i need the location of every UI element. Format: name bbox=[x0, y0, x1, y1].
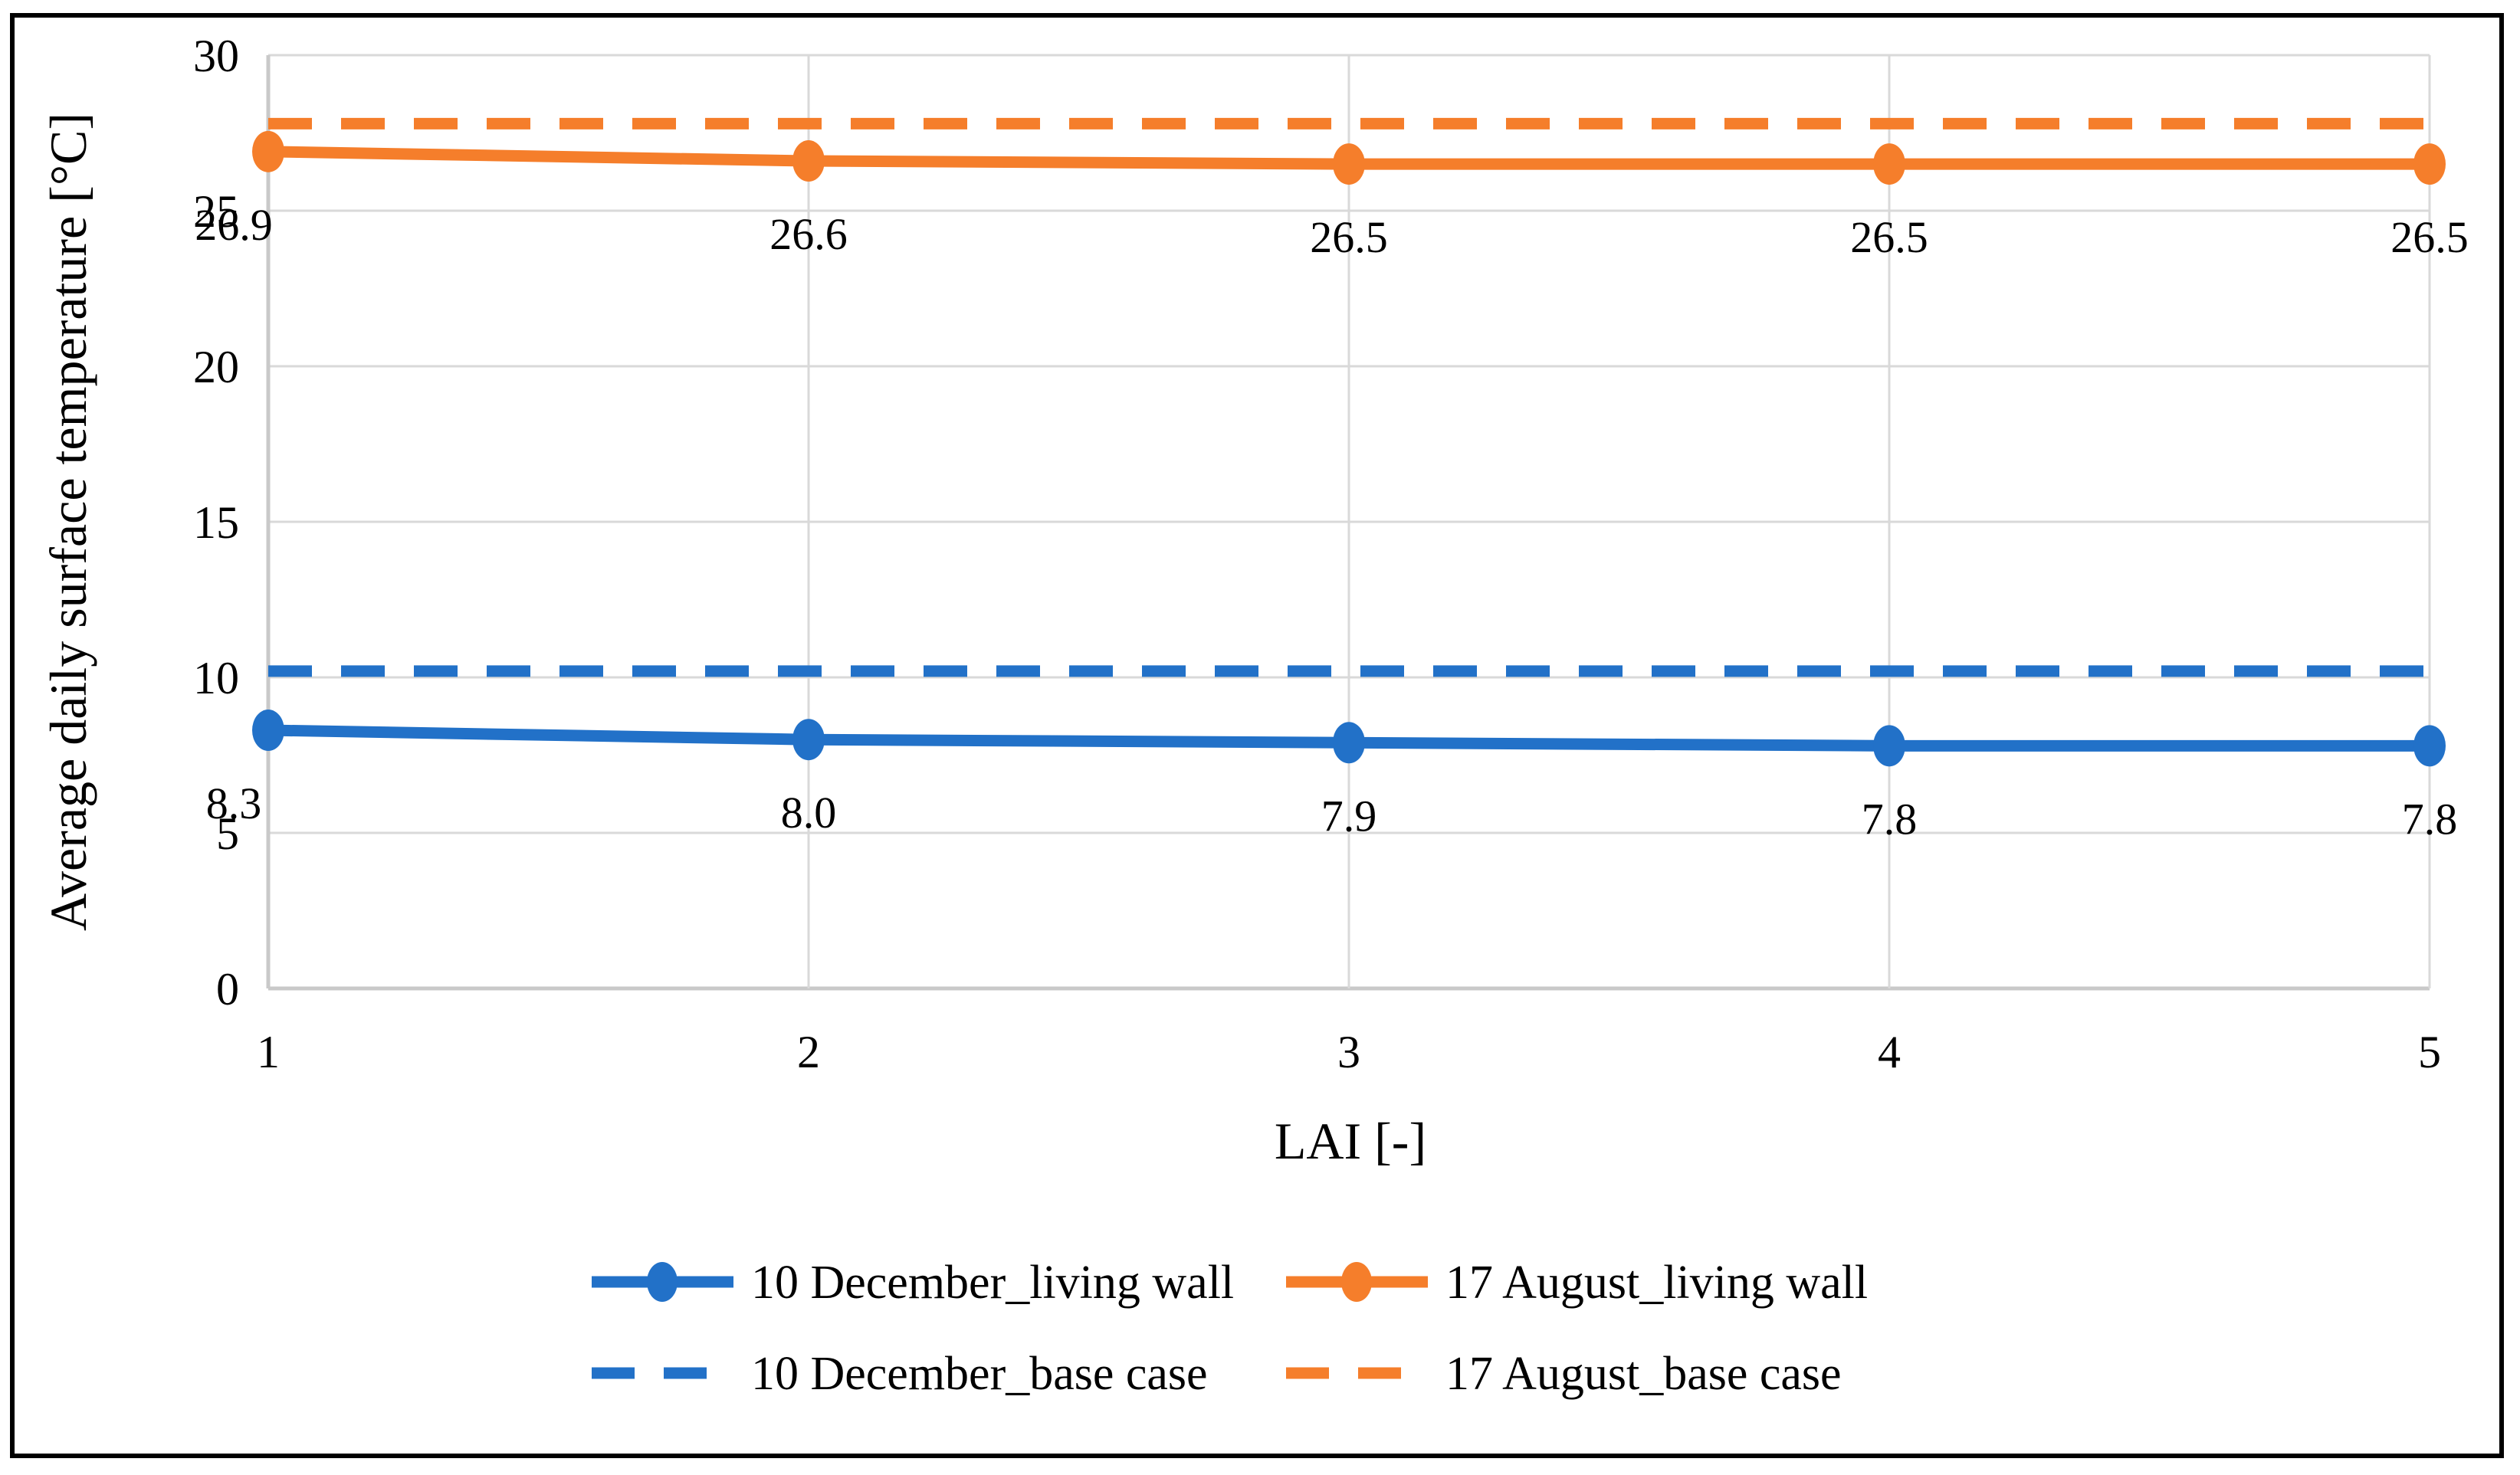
data-point-label: 26.5 bbox=[1850, 212, 1928, 262]
y-tick-label: 20 bbox=[193, 342, 239, 392]
y-tick-label: 25 bbox=[193, 186, 239, 237]
data-point-label: 26.9 bbox=[195, 200, 273, 250]
x-tick-label: 5 bbox=[2418, 1027, 2441, 1077]
legend-label: 10 December_living wall bbox=[751, 1257, 1234, 1309]
data-point-label: 7.9 bbox=[1321, 791, 1377, 841]
legend-label: 17 August_living wall bbox=[1445, 1257, 1868, 1309]
data-point-label: 7.8 bbox=[2402, 794, 2458, 844]
data-point-label: 8.3 bbox=[206, 778, 262, 828]
legend-item-august-base-case: 17 August_base case bbox=[1286, 1348, 1842, 1400]
y-tick-label: 5 bbox=[216, 808, 239, 859]
x-axis-title: LAI [-] bbox=[1275, 1112, 1426, 1170]
y-tick-label: 15 bbox=[193, 497, 239, 548]
legend-label: 10 December_base case bbox=[751, 1348, 1208, 1400]
legend-circle-marker bbox=[1341, 1262, 1372, 1302]
y-tick-label: 0 bbox=[216, 964, 239, 1014]
legend-circle-marker bbox=[647, 1262, 678, 1302]
legend-label: 17 August_base case bbox=[1445, 1348, 1842, 1400]
x-tick-label: 1 bbox=[257, 1027, 280, 1077]
data-point-label: 7.8 bbox=[1862, 794, 1918, 844]
data-point-marker bbox=[792, 719, 825, 761]
y-axis-title: Average daily surface temperature [°C] bbox=[39, 113, 97, 931]
x-tick-label: 4 bbox=[1878, 1027, 1901, 1077]
data-point-marker bbox=[2413, 725, 2446, 767]
figure-border bbox=[10, 13, 2504, 1458]
x-tick-label: 2 bbox=[797, 1027, 820, 1077]
legend-item-december-base-case: 10 December_base case bbox=[592, 1348, 1208, 1400]
legend: 10 December_living wall 17 August_living… bbox=[592, 1257, 1868, 1400]
data-point-label: 26.5 bbox=[1310, 212, 1388, 262]
y-tick-label: 30 bbox=[193, 31, 239, 81]
data-point-marker bbox=[1333, 143, 1365, 185]
data-point-marker bbox=[2413, 143, 2446, 185]
data-point-label: 26.6 bbox=[769, 209, 848, 259]
data-point-label: 8.0 bbox=[781, 788, 837, 837]
data-point-marker bbox=[792, 140, 825, 182]
data-point-marker bbox=[1873, 143, 1905, 185]
x-tick-label: 3 bbox=[1337, 1027, 1360, 1077]
data-point-marker bbox=[1873, 725, 1905, 767]
legend-item-december-living-wall: 10 December_living wall bbox=[592, 1257, 1234, 1309]
data-point-label: 26.5 bbox=[2390, 212, 2469, 262]
legend-item-august-living-wall: 17 August_living wall bbox=[1286, 1257, 1868, 1309]
data-point-marker bbox=[252, 130, 284, 172]
y-tick-label: 10 bbox=[193, 653, 239, 703]
data-point-marker bbox=[1333, 722, 1365, 764]
data-point-marker bbox=[252, 710, 284, 752]
